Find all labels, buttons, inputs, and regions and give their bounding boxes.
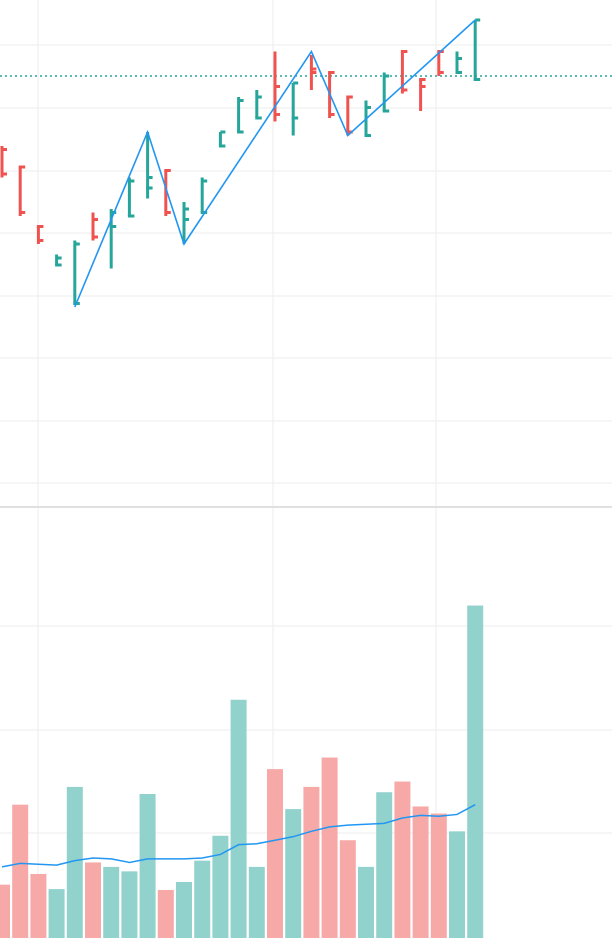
ohlc-bar [146, 132, 153, 199]
volume-bar [121, 871, 138, 938]
volume-bar [85, 862, 101, 938]
ohlc-bar [419, 78, 426, 111]
volume-bar [12, 804, 29, 938]
ohlc-bar [255, 90, 262, 120]
ohlc-bars [0, 18, 481, 305]
volume-bar [139, 794, 156, 938]
volume-bar [30, 874, 47, 938]
zigzag-indicator-line [74, 19, 476, 308]
volume-bar [267, 769, 283, 938]
volume-bar [66, 786, 83, 938]
volume-bar [230, 699, 247, 938]
ohlc-bar [91, 212, 98, 241]
volume-bar [157, 890, 174, 938]
ohlc-bar [127, 177, 135, 218]
volume-bar [321, 757, 338, 938]
volume-bar [339, 840, 356, 938]
ohlc-bar [273, 51, 280, 122]
volume-bar [394, 781, 411, 938]
volume-bar [0, 884, 10, 938]
volume-bar [285, 809, 302, 938]
ohlc-bar [0, 146, 7, 178]
ohlc-bar [309, 55, 317, 90]
volume-bar [303, 786, 320, 938]
volume-bar [103, 866, 120, 938]
volume-bar [430, 813, 447, 938]
ohlc-bar [36, 225, 44, 244]
ohlc-bar [218, 130, 226, 148]
ohlc-bar [473, 18, 481, 81]
ohlc-bar [164, 169, 171, 216]
ohlc-bar [382, 72, 390, 113]
volume-bar [358, 866, 374, 938]
ohlc-bar [55, 254, 62, 267]
volume-bar [449, 831, 465, 938]
volume-bar [467, 605, 484, 938]
volume-bar [212, 835, 229, 938]
ohlc-bar [291, 81, 299, 136]
ohlc-bar [455, 51, 462, 74]
volume-bar [194, 860, 211, 938]
volume-bar [176, 882, 192, 938]
volume-bar [48, 889, 65, 938]
volume-bar [248, 866, 265, 938]
volume-bar [376, 792, 393, 938]
ohlc-bar [18, 165, 26, 216]
ohlc-bar [182, 202, 189, 244]
volume-bar [412, 806, 429, 938]
price-pane-grid [0, 0, 612, 506]
volume-moving-average-line [1, 804, 476, 868]
volume-bars [0, 605, 484, 938]
ohlc-bar [237, 97, 244, 134]
